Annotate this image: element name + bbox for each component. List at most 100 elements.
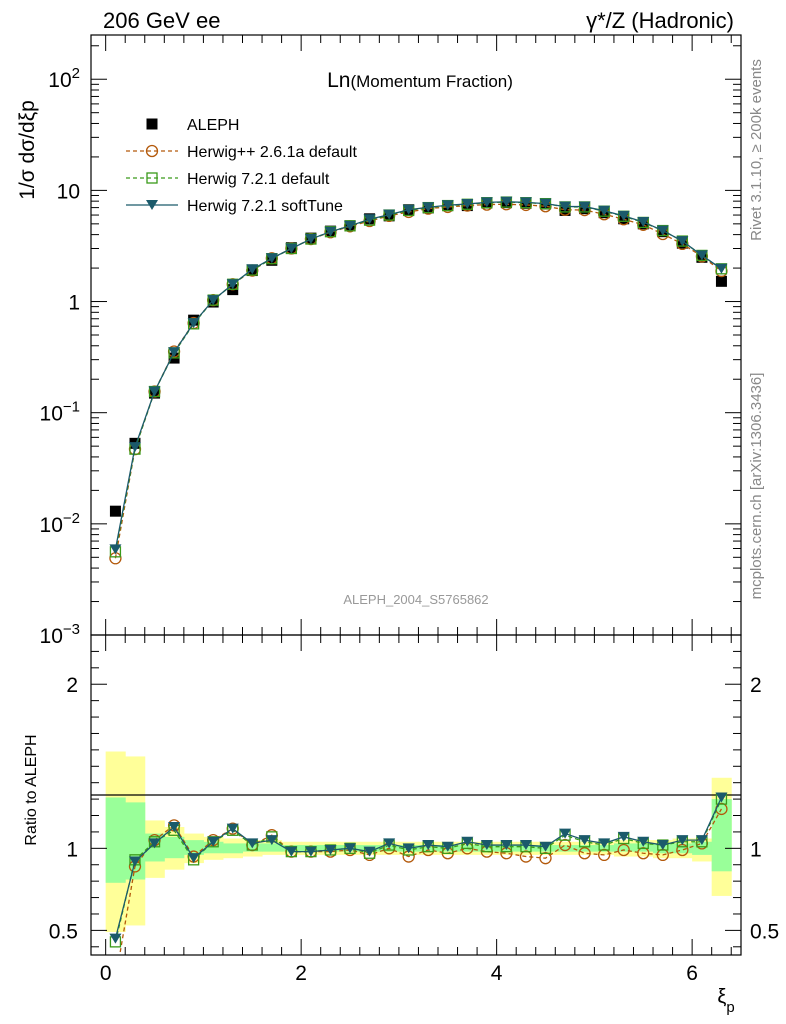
ratio-panel: 2 2 1 1 0.5 0.5 0 2 4 6 Ratio to ALEPH ξp [23, 619, 779, 1016]
ratio-point-softtune [246, 838, 259, 849]
ratio-point-softtune [637, 836, 650, 847]
legend-label-herwig721: Herwig 7.2.1 default [187, 171, 330, 188]
x-axis-label: ξp [717, 986, 734, 1016]
data-point-softtune [363, 214, 376, 225]
data-point-softtune [226, 279, 239, 290]
data-point-softtune [637, 216, 650, 227]
ratio-point-softtune [304, 846, 317, 857]
plot-title-sub: (Momentum Fraction) [350, 72, 512, 91]
data-point-softtune [598, 205, 611, 216]
ratio-band-inner [711, 799, 732, 872]
series-line-herwig721 [114, 201, 722, 552]
top-y-axis-label-text: 1/σ dσ/dξp [16, 100, 39, 200]
ratio-point-herwigpp [637, 847, 650, 860]
ratio-point-herwigpp [578, 847, 591, 860]
ratio-point-softtune [441, 841, 454, 852]
ratio-point-softtune [168, 822, 181, 832]
ratio-band-inner [555, 845, 576, 852]
ratio-band-inner [613, 843, 634, 852]
ratio-point-softtune [207, 836, 220, 847]
y-tick-label-base: 10 [40, 403, 63, 426]
data-point-softtune [207, 295, 220, 306]
y-tick-label-base: 10 [57, 180, 80, 203]
ratio-line-herwig721 [114, 798, 723, 943]
ratio-point-softtune [578, 835, 591, 846]
ratio-point-softtune [344, 843, 357, 854]
ratio-point-softtune [265, 835, 278, 846]
y-tick-label-exponent: −3 [63, 621, 80, 638]
ratio-band-inner [164, 836, 185, 859]
ratio-line-softtune [114, 797, 723, 939]
data-point-softtune [109, 544, 122, 555]
y-tick-label: 10−1 [40, 399, 80, 426]
ratio-band-inner [262, 843, 283, 852]
ratio-point-softtune [383, 838, 396, 849]
data-point-data [715, 275, 727, 287]
ratio-y-tick-label: 0.5 [49, 920, 78, 943]
data-point-softtune [578, 201, 591, 212]
ratio-point-softtune [500, 840, 513, 851]
ratio-point-softtune [402, 843, 415, 854]
data-point-softtune [265, 253, 278, 264]
y-tick-label: 102 [48, 65, 80, 92]
y-tick-label-base: 10 [40, 514, 63, 537]
ratio-point-softtune [617, 831, 630, 842]
analysis-id-watermark: ALEPH_2004_S5765862 [343, 592, 488, 607]
legend-label-herwigpp: Herwig++ 2.6.1a default [187, 144, 357, 161]
data-point-softtune [383, 209, 396, 220]
ratio-band-inner [672, 843, 693, 854]
ratio-point-softtune [363, 846, 376, 857]
ratio-band-inner [594, 845, 615, 852]
y-tick-label: 1 [68, 292, 80, 315]
ratio-panel-frame [90, 634, 742, 956]
ratio-point-softtune [695, 835, 708, 846]
ratio-band-inner [203, 841, 224, 854]
ratio-point-softtune [480, 840, 493, 851]
ratio-series-group [109, 792, 728, 955]
ratio-point-softtune [715, 792, 728, 803]
ratio-point-softtune [226, 823, 239, 834]
y-tick-label-base: 10 [40, 625, 63, 648]
ratio-point-herwigpp [519, 850, 533, 863]
y-tick-label: 10−2 [40, 510, 80, 537]
y-tick-label-exponent: 2 [72, 65, 80, 82]
series-line-herwigpp [114, 203, 722, 559]
y-tick-label-base: 1 [68, 292, 80, 315]
data-point-softtune [128, 442, 141, 453]
data-point-softtune [676, 236, 689, 247]
header-left: 206 GeV ee [103, 8, 220, 33]
ratio-point-softtune [324, 844, 337, 855]
data-point-softtune [559, 201, 572, 212]
data-point-softtune [617, 210, 630, 221]
ratio-point-herwigpp [598, 848, 611, 862]
legend: ALEPH Herwig++ 2.6.1a default Herwig 7.2.1… [126, 117, 357, 215]
x-tick-label: 0 [100, 962, 112, 985]
ratio-y-tick-label-right: 2 [750, 674, 762, 697]
plot-title: Ln(Momentum Fraction) [327, 69, 513, 92]
y-tick-label-base: 10 [48, 69, 71, 92]
ratio-point-softtune [148, 838, 161, 849]
ratio-y-tick-label: 1 [66, 838, 78, 861]
x-tick-label: 4 [491, 962, 503, 985]
data-point-softtune [148, 386, 161, 397]
legend-label-data: ALEPH [187, 117, 239, 134]
legend-marker-herwigpp [145, 144, 159, 158]
series-line-softtune [114, 201, 722, 550]
ratio-point-herwigpp [617, 843, 630, 857]
ratio-point-herwigpp [558, 838, 572, 852]
legend-label-softtune: Herwig 7.2.1 softTune [187, 198, 343, 215]
legend-marker-herwig721 [146, 172, 158, 184]
ratio-y-tick-label-right: 0.5 [750, 920, 779, 943]
data-point-softtune [246, 264, 259, 275]
legend-marker-softtune [146, 200, 158, 210]
data-point-softtune [715, 263, 728, 274]
ratio-y-axis-label: Ratio to ALEPH [23, 734, 40, 845]
ratio-point-softtune [128, 856, 141, 867]
data-point-softtune [285, 243, 298, 254]
ratio-band-inner [105, 797, 126, 883]
data-point-softtune [168, 347, 181, 358]
data-point-softtune [402, 204, 415, 215]
ratio-point-softtune [461, 836, 474, 847]
